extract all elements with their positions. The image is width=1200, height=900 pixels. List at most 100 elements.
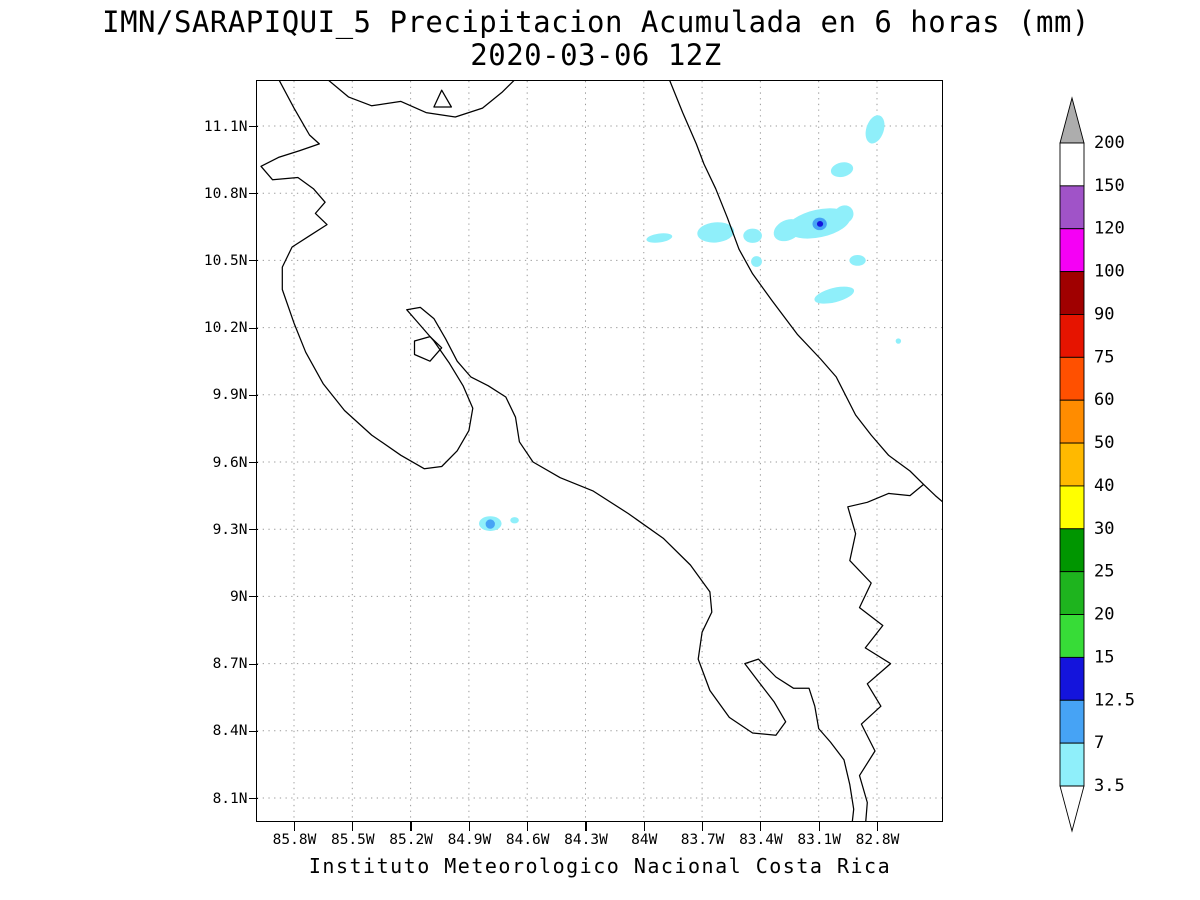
x-axis-tick-mark [527,821,529,831]
x-axis-tick-label: 84.9W [447,831,492,848]
colorbar-tick-label: 15 [1094,647,1114,667]
precip-cell [743,228,762,243]
precip-cell [814,286,855,304]
y-axis-tick-label: 10.8N [203,185,248,202]
colorbar-segment [1059,399,1085,444]
x-axis-tick-label: 83.1W [797,831,842,848]
x-axis-tick-mark [293,821,296,831]
colorbar-segment [1059,442,1085,487]
x-axis-tick-label: 84.3W [564,831,608,848]
x-axis-tick-mark [468,821,470,831]
x-axis-tick-mark [352,821,354,831]
precip-cell [751,256,762,267]
x-axis-tick-mark [585,821,587,831]
precip-cell [485,519,495,529]
colorbar-segment [1059,571,1085,615]
colorbar-tick-label: 200 [1094,133,1125,153]
colorbar-tick-label: 50 [1094,433,1114,453]
colorbar-tick-label: 120 [1094,219,1125,239]
colorbar-tick-label: 40 [1094,476,1114,496]
footer-caption: Instituto Meteorologico Nacional Costa R… [308,854,892,878]
colorbar-tick-label: 100 [1094,262,1125,282]
colorbar-segment [1059,356,1085,401]
y-axis-tick-label: 9.3N [212,521,248,538]
chart-title: IMN/SARAPIQUI_5 Precipitacion Acumulada … [102,5,1090,39]
colorbar-arrow-top [1059,96,1085,144]
x-axis-tick-mark [876,821,879,831]
y-axis-tick-label: 8.1N [212,790,248,807]
precip-cell [830,162,854,178]
x-axis-tick-label: 83.4W [739,831,783,848]
map-plot-area [256,80,943,822]
colorbar-segment [1059,142,1085,187]
x-axis-tick-mark [643,821,645,831]
colorbar-segment [1059,656,1085,701]
precip-cell [773,219,802,242]
colorbar-tick-label: 75 [1094,347,1114,367]
colorbar-tick-label: 25 [1094,562,1114,582]
colorbar-svg: 200 150 120 100 90 75 60 50 40 30 25 20 15 12.5 7 3.5 [1059,96,1135,833]
colorbar-tick-label: 20 [1094,605,1114,625]
grid-layer [257,81,942,821]
y-axis-tick-mark [248,797,258,800]
y-axis-tick-label: 10.5N [203,252,248,269]
colorbar-tick-label: 12.5 [1094,690,1135,710]
precip-cell [834,205,854,224]
y-axis-tick-mark [248,730,258,732]
x-axis-tick-label: 85.2W [389,831,433,848]
colorbar-segment [1059,485,1085,530]
y-axis-tick-mark [248,596,258,598]
y-axis-tick-mark [248,461,258,464]
pacific-coastline [260,81,855,821]
colorbar: 200 150 120 100 90 75 60 50 40 30 25 20 15 12.5 7 3.5 [1056,90,1186,842]
colorbar-tick-label: 7 [1094,733,1104,753]
coastline-layer [260,81,942,821]
map-svg [257,81,942,821]
y-axis-tick-label: 10.2N [203,320,248,337]
colorbar-segment [1059,699,1085,744]
y-axis-tick-mark [248,125,258,128]
colorbar-tick-label: 150 [1094,176,1125,196]
isla-chira-outline [413,335,443,362]
y-axis-tick-mark [248,663,258,665]
colorbar-tick-label: 30 [1094,519,1114,539]
colorbar-segment [1059,228,1085,273]
caribbean-coastline [669,81,942,503]
y-axis-tick-mark [248,394,258,396]
precip-cell [849,255,866,266]
y-axis-tick-label: 8.7N [212,656,248,673]
colorbar-segment [1059,271,1085,315]
x-axis-tick-label: 84.6W [505,831,550,848]
x-axis-tick-label: 85.5W [330,831,375,848]
colorbar-segment [1059,742,1085,787]
x-axis-tick-label: 82.8W [855,831,900,848]
precip-cell [697,222,735,243]
x-axis-tick-label: 85.8W [272,831,317,848]
x-axis-tick-mark [760,821,762,831]
y-axis-tick-mark [248,260,258,262]
y-axis-tick-mark [248,193,258,195]
colorbar-segment [1059,528,1085,573]
precipitation-layer [479,115,902,531]
colorbar-segment [1059,614,1085,658]
precip-cell [816,220,824,227]
x-axis-tick-label: 84W [631,831,658,848]
y-axis-tick-label: 9N [230,588,248,605]
x-axis-tick-mark [818,821,820,831]
colorbar-tick-label: 60 [1094,390,1114,410]
y-axis-tick-mark [248,529,258,531]
y-axis-tick-label: 9.6N [212,454,248,471]
y-axis-tick-label: 8.4N [212,723,248,740]
precip-cell [895,338,902,344]
x-axis-tick-label: 83.7W [680,831,725,848]
y-axis-tick-mark [248,327,258,329]
x-axis-tick-mark [701,821,704,831]
x-axis-tick-mark [410,821,412,831]
colorbar-tick-label: 90 [1094,304,1114,324]
precip-cell [646,233,673,243]
colorbar-tick-label: 3.5 [1094,776,1125,796]
y-axis-tick-label: 11.1N [203,118,248,135]
chart-subtitle: 2020-03-06 12Z [470,38,722,72]
panama-border-line [847,483,924,821]
precip-cell [510,517,519,524]
